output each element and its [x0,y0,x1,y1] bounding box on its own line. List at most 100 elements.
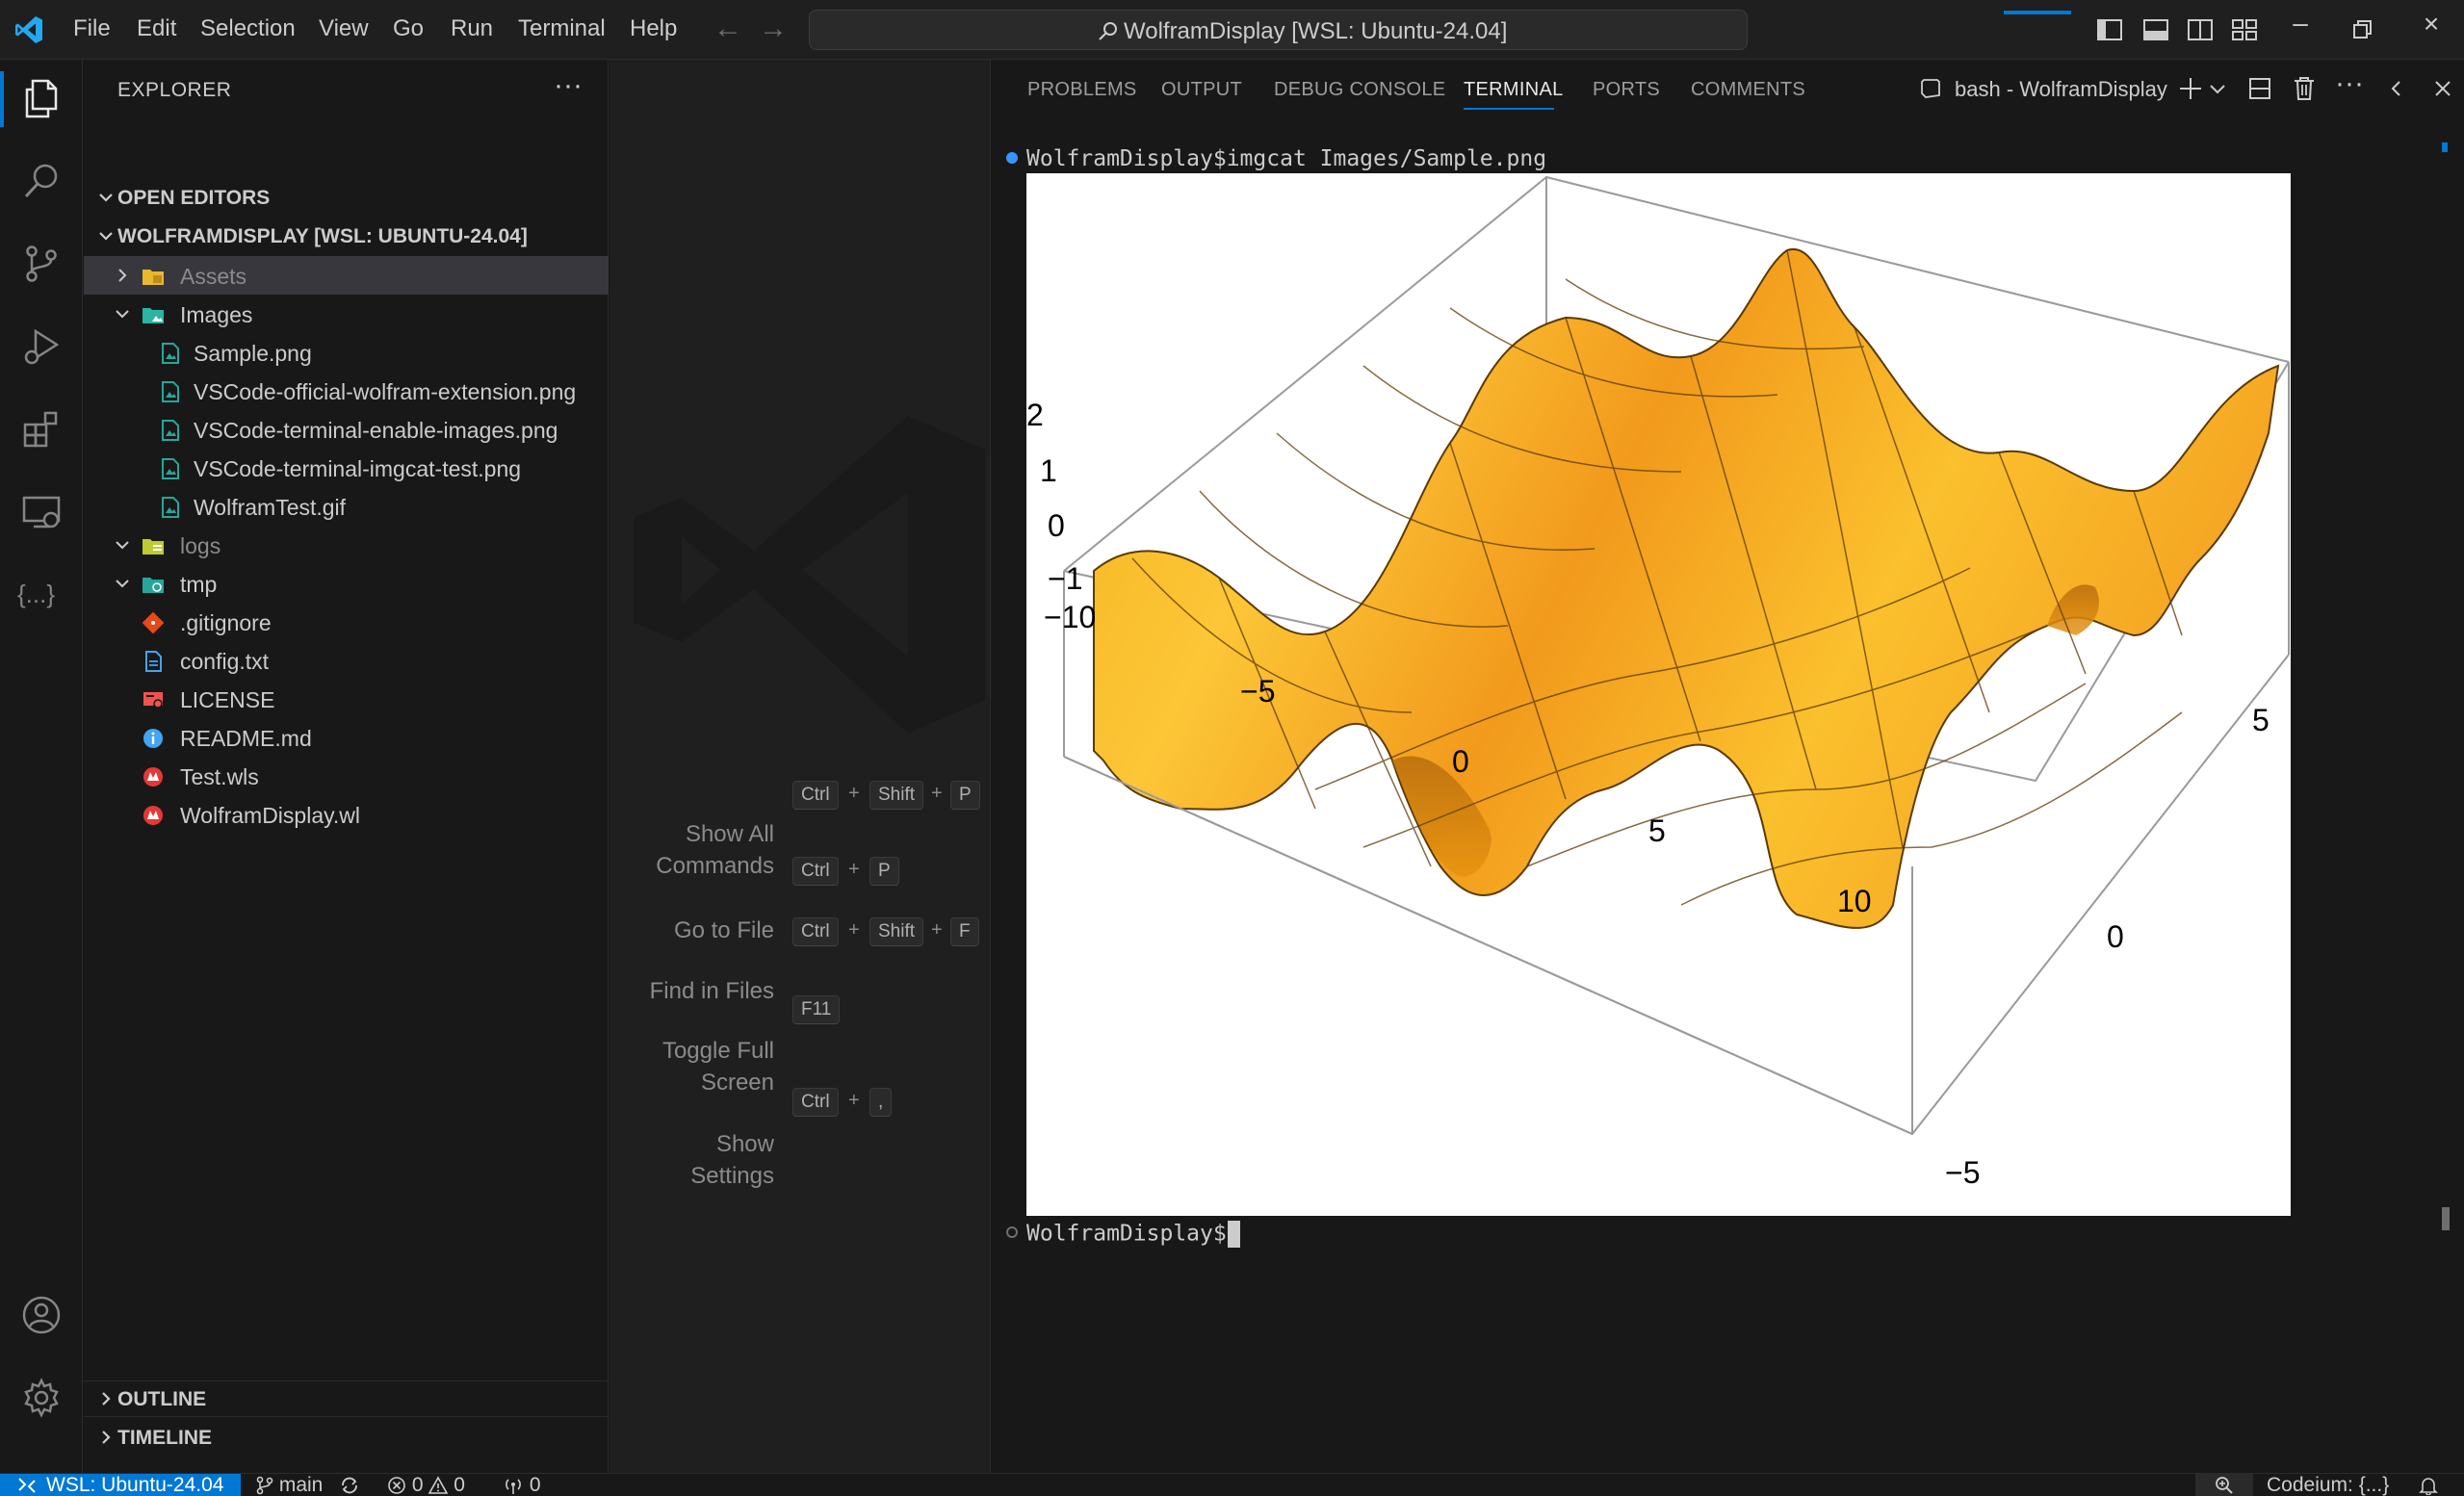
tree-item-wolframdisplay-wl[interactable]: WolframDisplay.wl [84,795,609,834]
shortcut-label-line: Toggle Full [661,1038,774,1064]
problems-indicator[interactable]: 0 0 [387,1474,465,1496]
tree-item-sample-png[interactable]: Sample.png [84,333,609,372]
menu-selection[interactable]: Selection [200,15,296,41]
x-tick-label: −5 [1240,674,1275,709]
tree-item-wolframtest-gif[interactable]: WolframTest.gif [84,487,609,526]
image-file-icon [162,420,179,441]
source-control-icon[interactable] [20,243,63,285]
key-plus: + [931,783,943,804]
key-shift: Shift [869,781,924,810]
notifications-bell-icon[interactable] [2419,1476,2438,1495]
toggle-primary-sidebar-icon[interactable] [2093,13,2126,46]
tree-item-tmp[interactable]: tmp [84,564,609,603]
z-tick-label: 0 [1048,508,1065,543]
chevron-right-icon [102,1431,111,1444]
sidebar-title: EXPLORER [117,79,232,101]
menu-help[interactable]: Help [630,15,678,41]
terminal-prompt-command: WolframDisplay$imgcat Images/Sample.png [1026,146,1547,171]
command-decoration-empty[interactable] [1006,1226,1018,1238]
accounts-icon[interactable] [20,1294,63,1336]
json-braces-icon[interactable]: {...} [17,580,56,608]
scrollbar-thumb[interactable] [2442,1207,2450,1230]
zoom-icon [2216,1477,2233,1494]
search-icon[interactable] [20,160,63,202]
tree-item-images[interactable]: Images [84,295,609,333]
tree-item-vscode-terminal-enable-images[interactable]: VSCode-terminal-enable-images.png [84,410,609,449]
timeline-section[interactable]: TIMELINE [84,1419,609,1456]
tab-comments[interactable]: COMMENTS [1691,79,1806,100]
tab-terminal[interactable]: TERMINAL [1464,79,1564,100]
menu-terminal[interactable]: Terminal [518,15,606,41]
panel: PROBLEMS OUTPUT DEBUG CONSOLE TERMINAL P… [992,60,2464,1473]
command-success-decoration[interactable] [1006,152,1018,164]
trash-icon[interactable] [2290,74,2319,103]
menu-run[interactable]: Run [451,15,494,41]
ports-indicator[interactable]: 0 [503,1474,541,1496]
extensions-icon[interactable] [20,408,63,451]
tree-item-label: .gitignore [180,610,272,635]
divider [84,1380,609,1381]
toggle-secondary-sidebar-icon[interactable] [2184,13,2217,46]
tab-debug-console[interactable]: DEBUG CONSOLE [1274,79,1446,100]
tree-item-logs[interactable]: logs [84,526,609,564]
surface-plot: 2 1 0 −1 −10 −5 0 5 10 −5 0 5 [1026,175,2290,1190]
back-arrow-icon[interactable]: ← [713,13,742,44]
image-file-icon [162,458,179,479]
tree-item-vscode-official-wolfram-extension[interactable]: VSCode-official-wolfram-extension.png [84,372,609,410]
tree-item-assets[interactable]: Assets [84,256,609,295]
chevron-left-icon[interactable] [2382,74,2411,103]
close-window-icon[interactable]: × [2423,9,2440,39]
tab-problems[interactable]: PROBLEMS [1027,79,1137,100]
close-panel-icon[interactable] [2428,74,2457,103]
remote-explorer-icon[interactable] [20,491,63,533]
shortcut-label-line: Show All [685,821,774,847]
x-tick-label: −10 [1044,600,1096,634]
tab-ports[interactable]: PORTS [1593,79,1661,100]
y-tick-label: −5 [1945,1155,1980,1190]
codeium-status[interactable]: Codeium: {...} [2267,1474,2390,1496]
branch-indicator[interactable]: main [256,1474,323,1496]
customize-layout-icon[interactable] [2228,13,2261,46]
terminal-prompt[interactable]: WolframDisplay$ [1026,1221,1240,1248]
image-file-icon [162,497,179,518]
tree-item-license[interactable]: LICENSE [84,680,609,718]
menu-view[interactable]: View [319,15,369,41]
activity-bar: {...} [0,60,83,1473]
restore-icon[interactable] [2349,16,2376,43]
open-editors-section[interactable]: OPEN EDITORS [84,179,609,216]
chevron-down-icon[interactable] [2203,74,2232,103]
command-center[interactable]: WolframDisplay [WSL: Ubuntu-24.04] [809,10,2071,50]
tree-item-readme[interactable]: README.md [84,718,609,757]
chevron-right-icon [118,269,127,282]
menu-file[interactable]: File [73,15,111,41]
minimize-icon[interactable]: – [2293,8,2308,38]
forward-arrow-icon[interactable]: → [759,13,788,44]
tree-item-gitignore[interactable]: .gitignore [84,603,609,641]
tab-output[interactable]: OUTPUT [1161,79,1243,100]
tree-item-config-txt[interactable]: config.txt [84,641,609,680]
folder-assets-icon [143,270,164,285]
y-tick-label: 0 [2107,919,2124,954]
sync-icon[interactable] [339,1476,360,1495]
terminal-name[interactable]: bash - WolframDisplay [1955,77,2167,101]
surface-trough [2047,584,2099,635]
toggle-panel-icon[interactable] [2140,13,2172,46]
outline-section[interactable]: OUTLINE [84,1380,609,1417]
settings-gear-icon[interactable] [20,1377,63,1419]
remote-indicator[interactable]: WSL: Ubuntu-24.04 [0,1474,241,1496]
split-terminal-icon[interactable] [2245,74,2274,103]
tree-item-test-wls[interactable]: Test.wls [84,757,609,795]
status-bar: WSL: Ubuntu-24.04 main 0 0 0 Codeium: {.… [0,1473,2464,1496]
explorer-icon[interactable] [20,77,63,119]
menu-go[interactable]: Go [393,15,425,41]
tree-item-vscode-terminal-imgcat-test[interactable]: VSCode-terminal-imgcat-test.png [84,449,609,487]
more-actions-icon[interactable]: ··· [2335,67,2364,99]
new-terminal-icon[interactable] [2176,74,2205,103]
shortcut-label: Find in Files [649,978,774,1004]
menu-edit[interactable]: Edit [137,15,177,41]
run-and-debug-icon[interactable] [20,325,63,368]
more-actions-icon[interactable]: ··· [554,69,583,101]
workspace-section[interactable]: WOLFRAMDISPLAY [WSL: UBUNTU-24.04] [84,218,609,254]
shortcut-label-line: Settings [690,1163,774,1189]
zoom-indicator[interactable] [2195,1474,2253,1496]
